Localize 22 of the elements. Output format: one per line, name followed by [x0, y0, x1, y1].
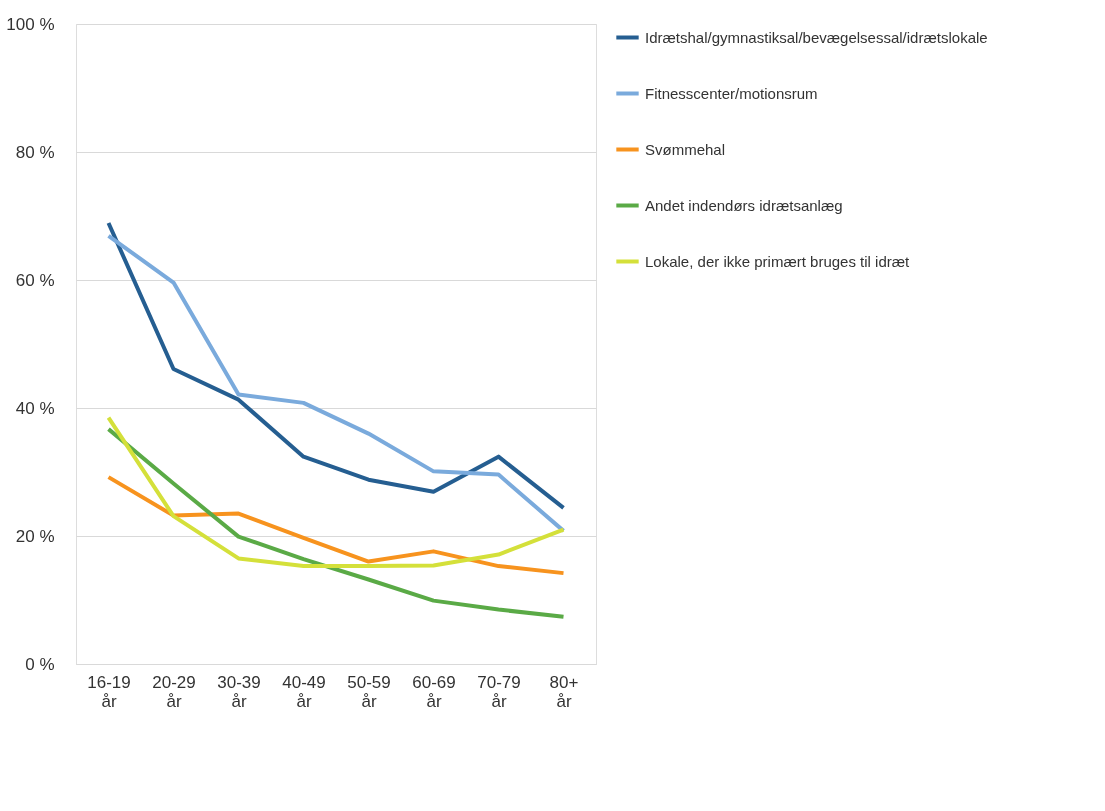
x-tick-label: 80+ år [549, 672, 579, 711]
x-tick-label: 16-19 år [87, 672, 131, 711]
y-tick-label: 0 % [25, 654, 55, 674]
y-tick-label: 80 % [15, 142, 55, 162]
line-series [106, 427, 566, 619]
legend-label: Svømmehal [645, 140, 726, 158]
x-tick-label: 20-29 år [152, 672, 196, 711]
x-tick-label: 30-39 år [217, 672, 261, 711]
x-tick-label: 70-79 år [477, 672, 521, 711]
y-tick-label: 100 % [6, 14, 55, 34]
legend-label: Idrætshal/gymnastiksal/bevægelsessal/idrætslokale [645, 28, 988, 46]
y-tick-label: 60 % [15, 270, 55, 290]
x-tick-label: 50-59 år [347, 672, 391, 711]
legend-label: Fitnesscenter/motionsrum [645, 84, 818, 102]
line-series [106, 415, 566, 569]
legend-label: Andet indendørs idrætsanlæg [645, 196, 843, 214]
y-tick-label: 40 % [15, 398, 55, 418]
y-tick-label: 20 % [15, 526, 55, 546]
x-tick-label: 60-69 år [412, 672, 456, 711]
line-series [106, 475, 566, 576]
legend-label: Lokale, der ikke primært bruges til idræt [645, 252, 911, 270]
x-tick-label: 40-49 år [282, 672, 326, 711]
